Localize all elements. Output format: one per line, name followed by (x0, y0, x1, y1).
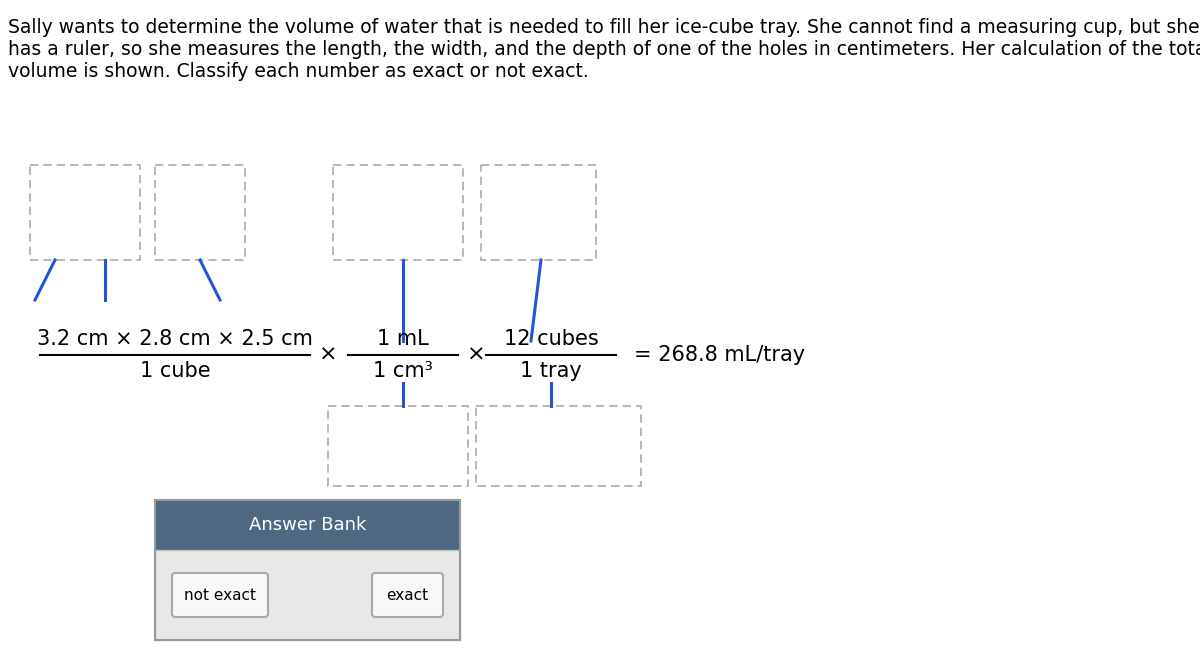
Text: 1 cube: 1 cube (139, 361, 210, 381)
Text: has a ruler, so she measures the length, the width, and the depth of one of the : has a ruler, so she measures the length,… (8, 40, 1200, 59)
Text: 1 mL: 1 mL (377, 329, 428, 349)
Text: not exact: not exact (184, 587, 256, 602)
Text: volume is shown. Classify each number as exact or not exact.: volume is shown. Classify each number as… (8, 62, 589, 81)
FancyBboxPatch shape (372, 573, 443, 617)
Text: 1 cm³: 1 cm³ (373, 361, 433, 381)
Text: 12 cubes: 12 cubes (504, 329, 599, 349)
Text: 3.2 cm × 2.8 cm × 2.5 cm: 3.2 cm × 2.8 cm × 2.5 cm (37, 329, 313, 349)
FancyBboxPatch shape (155, 550, 460, 640)
Text: exact: exact (386, 587, 428, 602)
Text: Sally wants to determine the volume of water that is needed to fill her ice-cube: Sally wants to determine the volume of w… (8, 18, 1200, 37)
Text: ×: × (467, 345, 485, 365)
FancyBboxPatch shape (172, 573, 268, 617)
FancyBboxPatch shape (155, 500, 460, 550)
Text: = 268.8 mL/tray: = 268.8 mL/tray (634, 345, 805, 365)
Text: Answer Bank: Answer Bank (248, 516, 366, 534)
Text: 1 tray: 1 tray (520, 361, 582, 381)
Text: ×: × (319, 345, 337, 365)
